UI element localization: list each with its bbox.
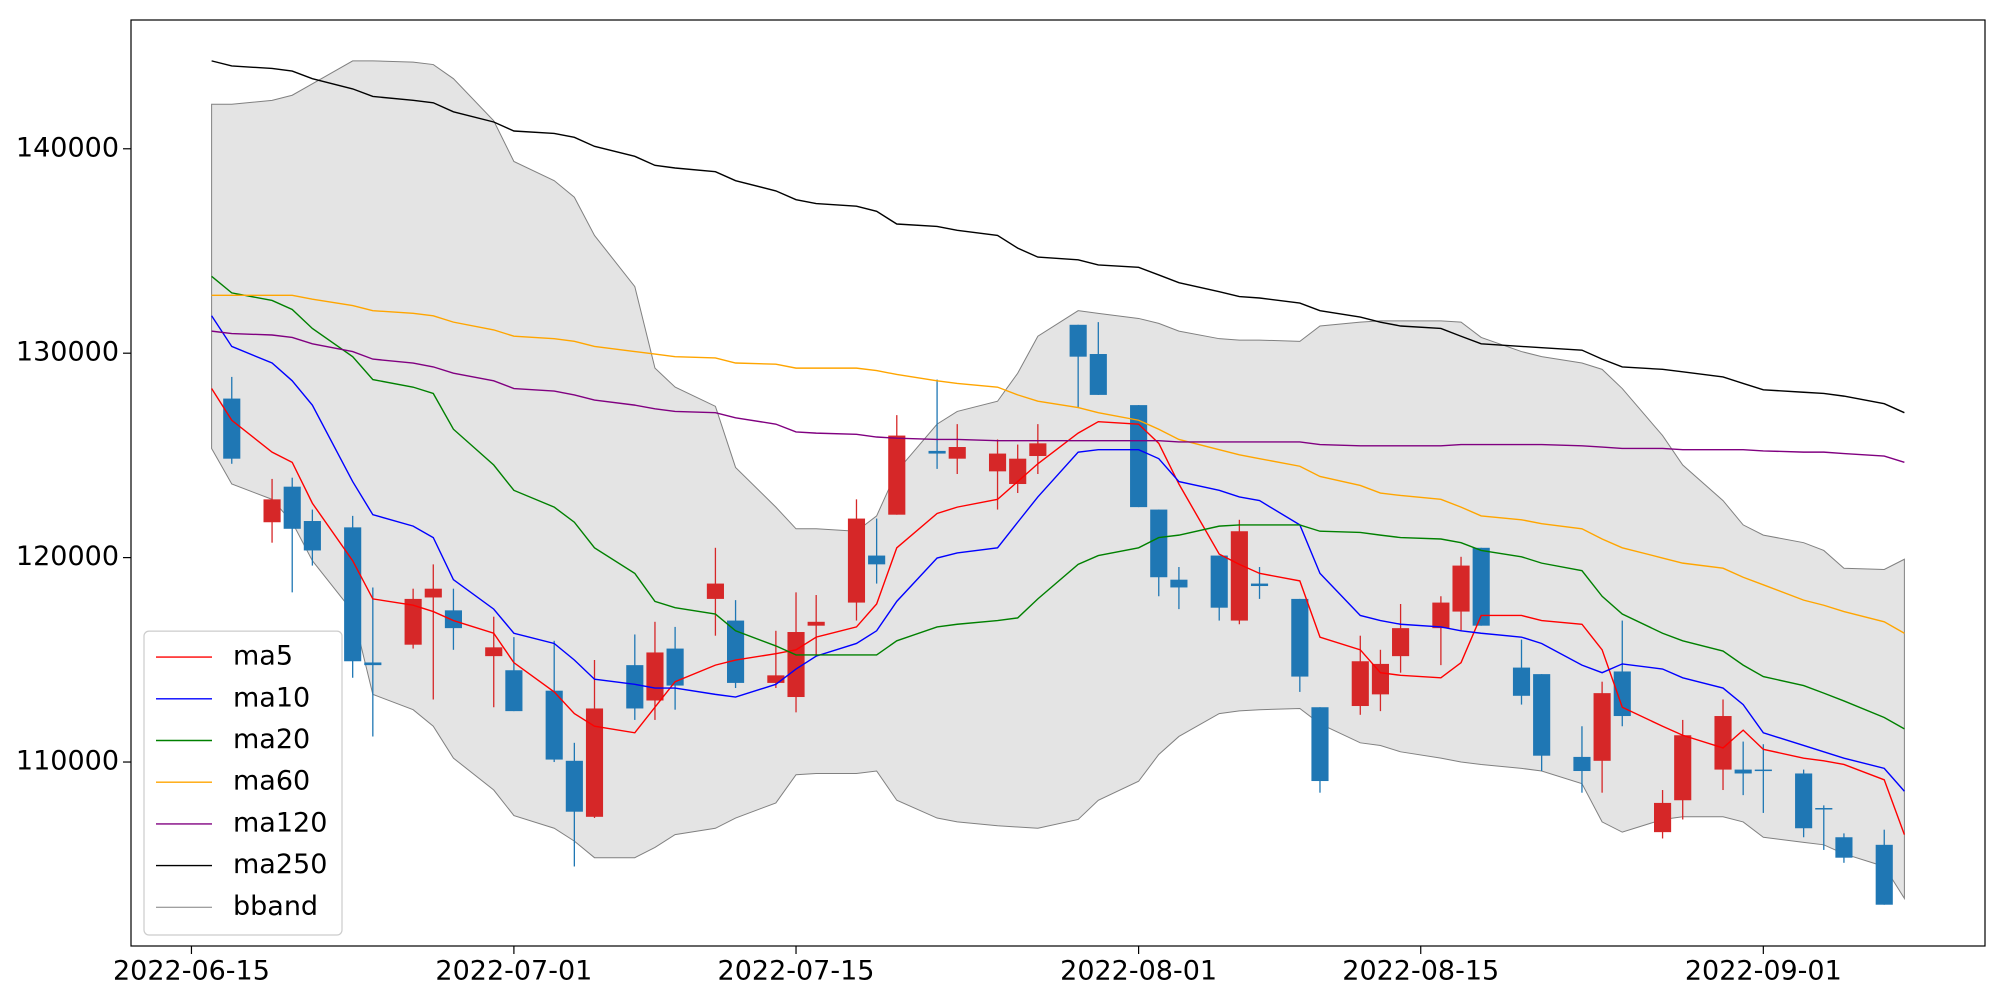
candle-body <box>404 598 422 645</box>
candle-body <box>364 662 382 666</box>
candle-body <box>948 447 966 459</box>
candle-body <box>868 555 886 565</box>
legend-label: ma60 <box>233 766 310 797</box>
ma-line <box>211 388 1906 835</box>
candle-body <box>787 632 805 698</box>
candle-body <box>1432 602 1450 629</box>
candle-body <box>706 583 724 599</box>
ma-line <box>211 275 1905 730</box>
candle-body <box>505 670 523 712</box>
candle-body <box>1351 661 1369 707</box>
candle-body <box>1875 844 1893 905</box>
candle-body <box>1654 802 1672 833</box>
candle-body <box>1371 663 1389 695</box>
x-tick-label: 2022-08-01 <box>1060 956 1217 987</box>
candle-body <box>1210 555 1228 608</box>
candle-body <box>1170 579 1188 588</box>
candle-body <box>1512 667 1531 696</box>
candle-body <box>263 499 281 523</box>
candle-body <box>807 621 825 626</box>
ma-line <box>211 330 1905 464</box>
x-tick-label: 2022-09-01 <box>1685 956 1842 987</box>
ma-line <box>211 315 1905 792</box>
candle-body <box>1714 716 1732 770</box>
candle-body <box>545 690 563 760</box>
candle-body <box>847 518 866 603</box>
candle-body <box>767 675 785 683</box>
y-tick-label: 130000 <box>16 337 119 368</box>
candle-body <box>1613 671 1631 717</box>
candle-body <box>888 435 906 515</box>
candle-body <box>1734 769 1752 774</box>
legend-label: ma250 <box>233 849 327 880</box>
candle-body <box>1130 405 1148 508</box>
candle-body <box>1009 458 1027 485</box>
legend-label: bband <box>233 891 318 922</box>
candle-body <box>988 453 1007 472</box>
candle-body <box>626 665 644 709</box>
candle-body <box>1452 565 1470 612</box>
legend-box <box>143 630 343 936</box>
x-tick-label: 2022-07-15 <box>718 956 875 987</box>
legend-label: ma5 <box>233 641 293 672</box>
candle-body <box>444 610 462 629</box>
candle-body <box>1573 756 1591 772</box>
candle-body <box>1291 598 1309 677</box>
y-tick-label: 120000 <box>16 541 119 572</box>
candle-body <box>1593 693 1611 761</box>
candle-body <box>303 521 321 551</box>
candle-body <box>666 648 684 686</box>
ma-line <box>211 60 1905 414</box>
y-tick-label: 110000 <box>16 746 119 777</box>
candle-body <box>485 647 503 657</box>
bband-area <box>211 60 1905 901</box>
x-tick-label: 2022-07-01 <box>435 956 592 987</box>
axes-frame <box>130 19 1986 947</box>
candle-body <box>1835 837 1853 858</box>
candle-body <box>1311 707 1329 782</box>
candle-body <box>1089 354 1107 395</box>
x-tick-label: 2022-06-15 <box>113 956 270 987</box>
candle-body <box>646 652 664 701</box>
candle-body <box>1029 443 1047 457</box>
candle-body <box>1230 531 1248 621</box>
candle-body <box>1069 324 1087 357</box>
candle-body <box>1250 583 1269 587</box>
legend-label: ma10 <box>233 682 310 713</box>
candle-body <box>585 708 604 817</box>
y-tick-label: 140000 <box>16 132 119 163</box>
candle-body <box>1150 509 1168 578</box>
candle-body <box>928 450 946 454</box>
candle-body <box>1815 808 1833 810</box>
candle-body <box>1754 769 1772 772</box>
x-tick-label: 2022-08-15 <box>1342 956 1499 987</box>
ma-line <box>211 294 1905 634</box>
candle-body <box>344 527 362 662</box>
candle-body <box>1392 628 1410 657</box>
candle-body <box>565 760 583 812</box>
legend-label: ma120 <box>233 807 327 838</box>
candle-body <box>1472 547 1490 626</box>
plot-area <box>211 60 1906 905</box>
candle-body <box>223 398 241 459</box>
candle-body <box>424 588 442 598</box>
candle-body <box>283 486 301 529</box>
legend: ma5 ma10 ma20 ma60 ma120 ma250 bband <box>143 630 343 936</box>
candle-body <box>1674 735 1692 801</box>
candle-body <box>1533 674 1551 756</box>
candle-body <box>1795 773 1813 829</box>
candle-body <box>727 620 745 683</box>
legend-label: ma20 <box>233 724 310 755</box>
